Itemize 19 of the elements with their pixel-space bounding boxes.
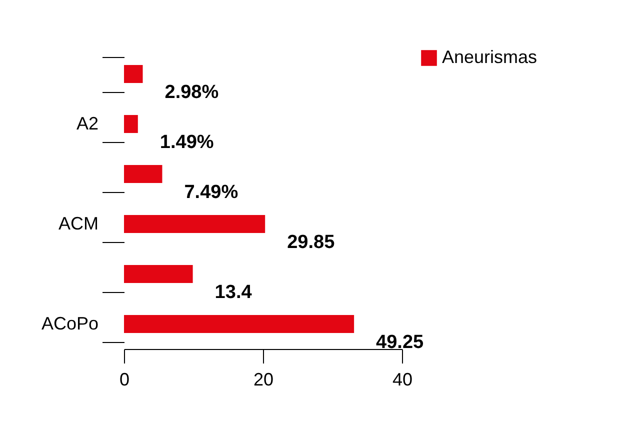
bar: [124, 315, 354, 333]
text: 29.85: [287, 232, 335, 253]
bar: [124, 115, 138, 133]
text: 49.25: [376, 332, 424, 353]
x-tick-label: 0: [119, 370, 130, 390]
text: 7.49%: [184, 182, 238, 203]
text: 1.49%: [160, 132, 214, 153]
y-tick-label: A2: [76, 114, 98, 134]
text: 2.98%: [164, 82, 219, 103]
bar: [124, 265, 193, 283]
y-tick-label: ACoPo: [41, 314, 98, 334]
x-tick-label: 20: [253, 370, 274, 390]
bar: [124, 165, 162, 183]
bar: [124, 65, 143, 83]
y-tick-label: ACM: [58, 214, 98, 234]
x-tick-label: 40: [392, 370, 413, 390]
text: 13.4: [214, 282, 252, 303]
legend-label: Aneurismas: [442, 47, 538, 67]
bar: [124, 215, 266, 233]
